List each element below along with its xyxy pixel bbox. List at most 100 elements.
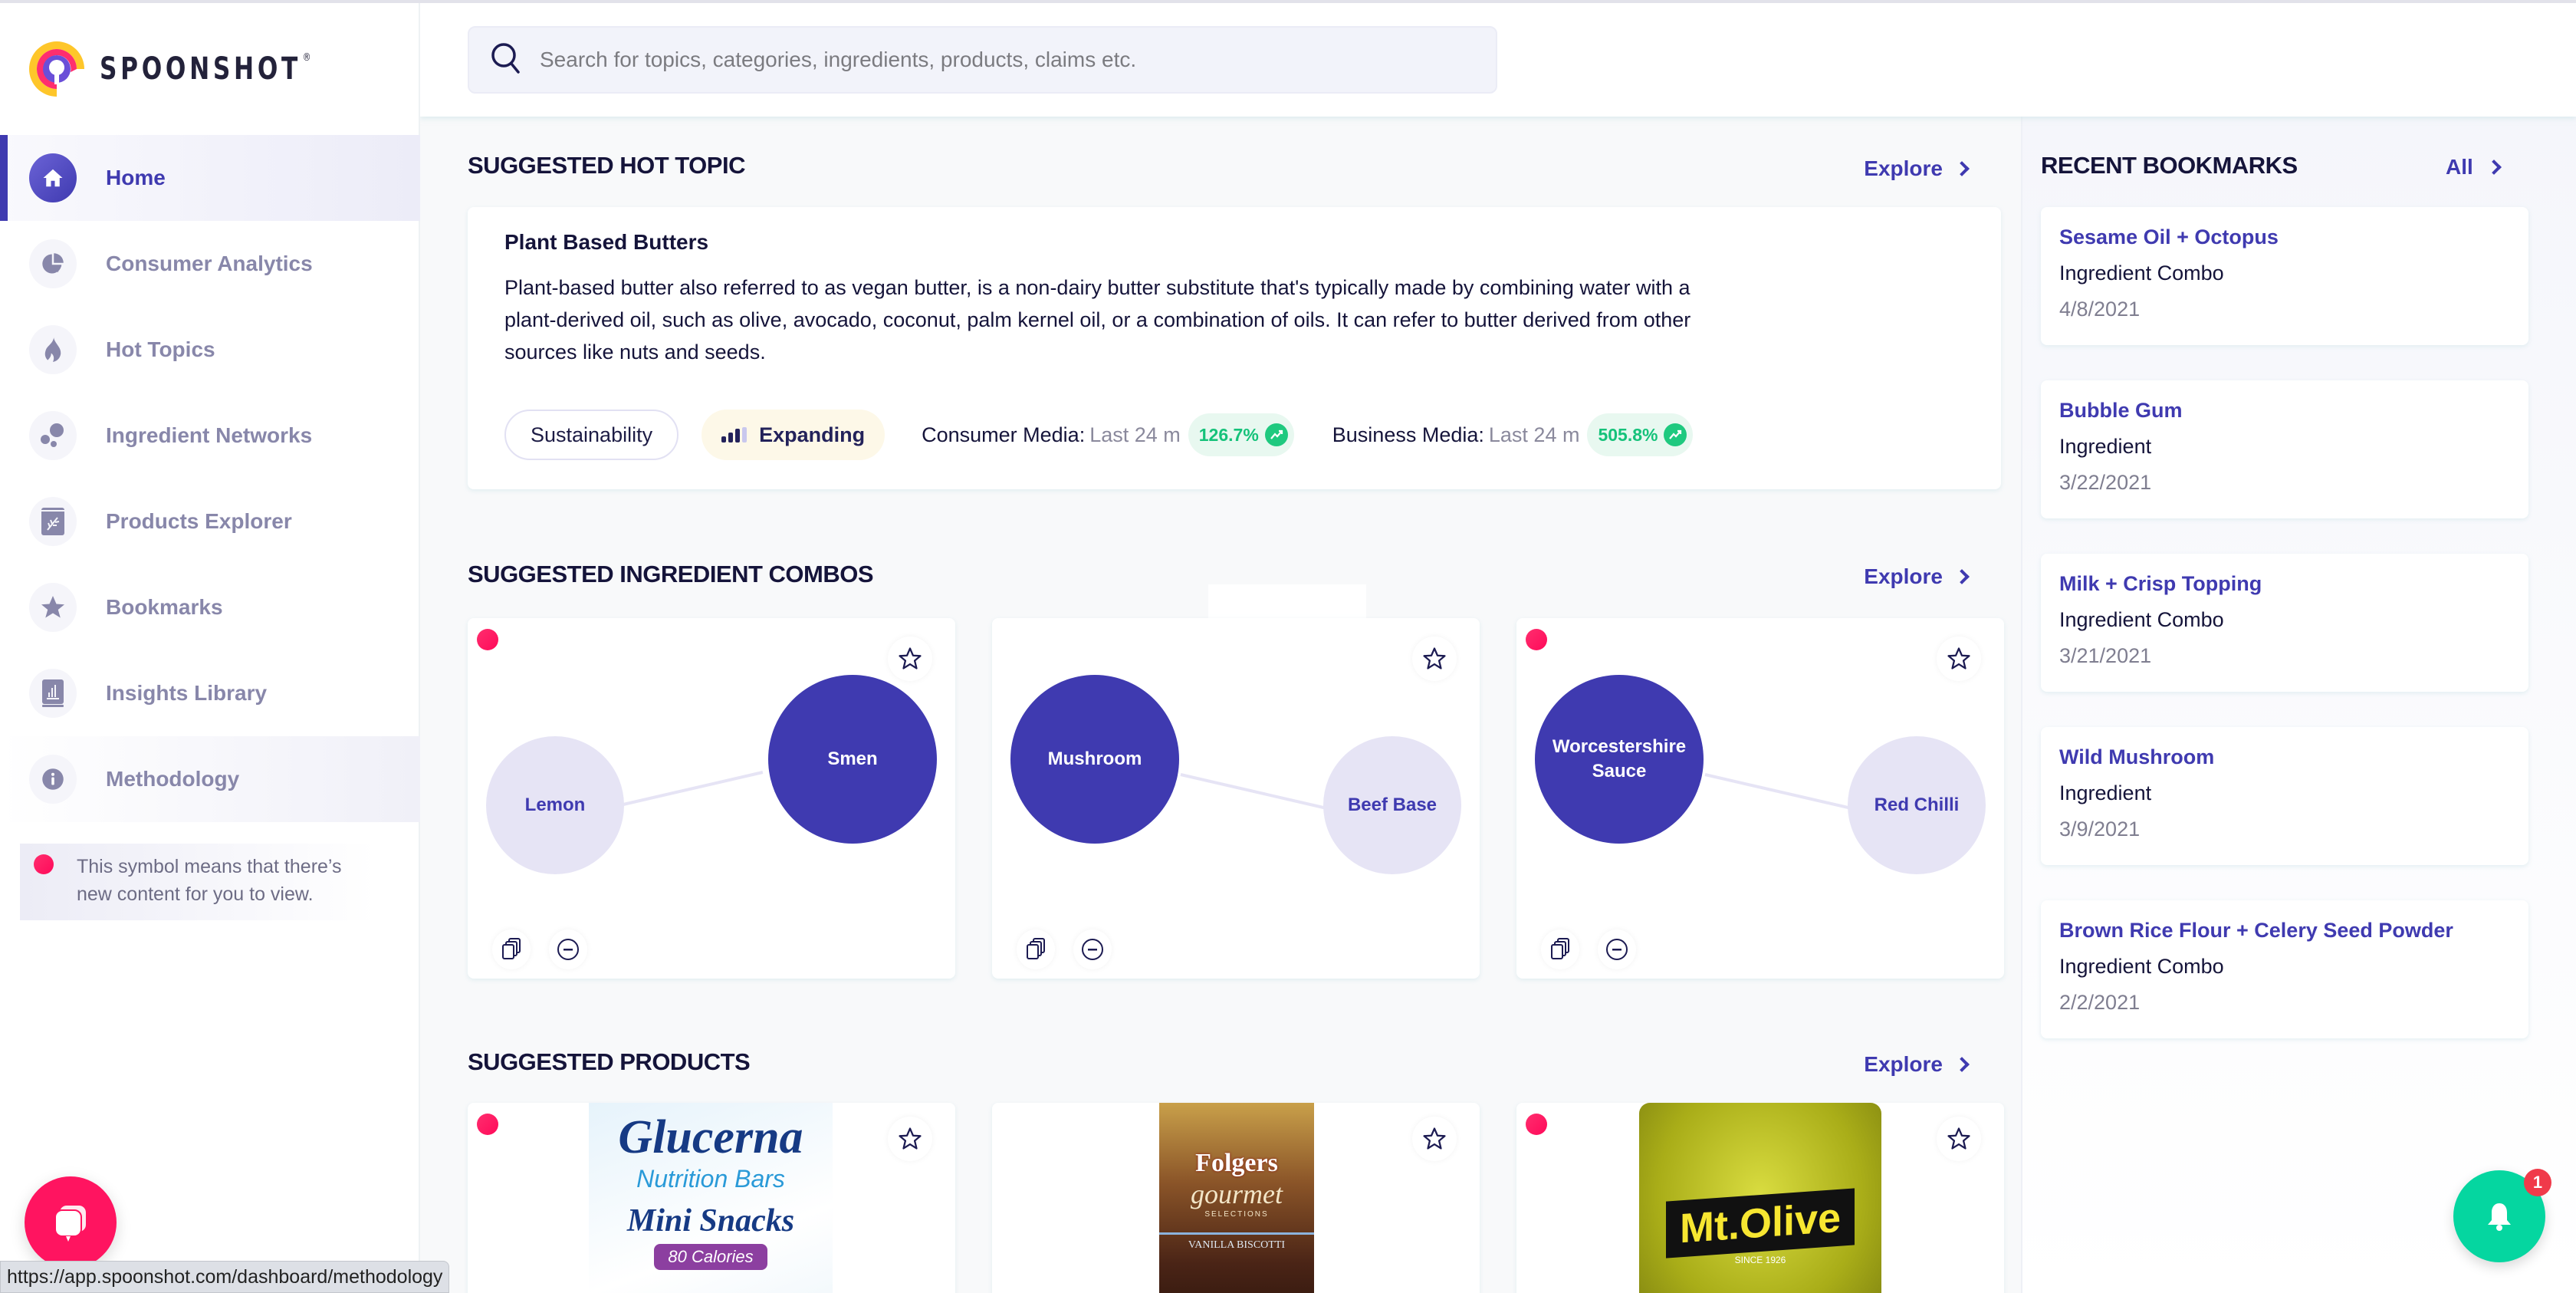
recent-bookmarks-title: RECENT BOOKMARKS [2041, 152, 2298, 179]
notifications-button[interactable]: 1 [2453, 1169, 2551, 1262]
copy-button[interactable] [492, 929, 531, 969]
sidebar-item-home[interactable]: Home [0, 135, 420, 221]
node-label: Beef Base [1347, 795, 1438, 815]
combo-node-secondary[interactable]: Beef Base [1323, 736, 1461, 874]
consumer-media-stat: Consumer Media: Last 24 m 126.7% [922, 413, 1294, 456]
bookmark-card[interactable]: Wild Mushroom Ingredient 3/9/2021 [2041, 727, 2528, 865]
explore-label: Explore [1864, 156, 1943, 180]
bookmark-title[interactable]: Wild Mushroom [2059, 745, 2215, 768]
sidebar-item-products-explorer[interactable]: Products Explorer [0, 479, 420, 564]
business-media-stat: Business Media: Last 24 m 505.8% [1332, 413, 1694, 456]
sidebar-item-label: Methodology [106, 767, 240, 791]
combo-node-primary[interactable]: Worcestershire Sauce [1535, 675, 1704, 844]
hot-topic-section-title: SUGGESTED HOT TOPIC [468, 152, 745, 179]
hide-button[interactable] [1073, 929, 1112, 969]
bookmark-date: 3/21/2021 [2059, 644, 2152, 667]
bookmark-star-button[interactable] [1412, 637, 1457, 681]
product-image: Glucerna Nutrition Bars Mini Snacks 80 C… [589, 1103, 833, 1293]
sidebar-item-label: Bookmarks [106, 595, 223, 619]
sidebar-item-consumer-analytics[interactable]: Consumer Analytics [0, 221, 420, 307]
signal-bars-icon [721, 427, 748, 443]
bookmark-card[interactable]: Bubble Gum Ingredient 3/22/2021 [2041, 380, 2528, 518]
combo-card[interactable]: Lemon Smen [468, 618, 955, 979]
notification-count-badge: 1 [2524, 1169, 2551, 1196]
pie-chart-icon [29, 239, 77, 288]
bookmark-title[interactable]: Milk + Crisp Topping [2059, 572, 2262, 595]
book-chart-icon [29, 669, 77, 718]
product-badge: VANILLA BISCOTTI [1159, 1232, 1314, 1252]
product-line: Mini Snacks [626, 1203, 795, 1239]
copy-button[interactable] [1541, 929, 1579, 969]
combo-card[interactable]: Worcestershire Sauce Red Chilli [1516, 618, 2004, 979]
sidebar: SPOONSHOT ® Home Consumer Analytics Hot T… [0, 0, 420, 1293]
bookmark-title[interactable]: Sesame Oil + Octopus [2059, 225, 2279, 248]
sidebar-item-label: Ingredient Networks [106, 423, 313, 447]
product-image: Folgers gourmet SELECTIONS VANILLA BISCO… [1159, 1103, 1314, 1293]
hide-button[interactable] [1598, 929, 1636, 969]
hide-button[interactable] [549, 929, 587, 969]
sidebar-item-methodology[interactable]: Methodology [0, 736, 420, 822]
overlay-blank [1208, 584, 1366, 618]
combo-node-secondary[interactable]: Red Chilli [1848, 736, 1986, 874]
product-card[interactable]: Folgers gourmet SELECTIONS VANILLA BISCO… [992, 1103, 1480, 1293]
copy-button[interactable] [1017, 929, 1055, 969]
bookmark-title[interactable]: Bubble Gum [2059, 399, 2183, 422]
combo-node-primary[interactable]: Smen [768, 675, 937, 844]
main-content: SUGGESTED HOT TOPIC Explore Plant Based … [420, 117, 2021, 1293]
sidebar-item-ingredient-networks[interactable]: Ingredient Networks [0, 393, 420, 479]
bookmark-star-button[interactable] [1937, 1117, 1981, 1161]
bookmark-card[interactable]: Brown Rice Flour + Celery Seed Powder In… [2041, 900, 2528, 1038]
bookmark-type: Ingredient Combo [2059, 262, 2224, 285]
combo-node-secondary[interactable]: Lemon [486, 736, 624, 874]
products-explore-link[interactable]: Explore [1864, 1052, 1970, 1077]
bubbles-icon [29, 411, 77, 460]
search-input[interactable] [540, 48, 1460, 72]
trend-up-icon [1664, 423, 1687, 446]
bookmark-card[interactable]: Milk + Crisp Topping Ingredient Combo 3/… [2041, 554, 2528, 692]
spoonshot-logo-icon [29, 38, 84, 100]
brand-name: SPOONSHOT ® [100, 51, 311, 87]
bookmark-star-button[interactable] [1937, 637, 1981, 681]
product-line: gourmet [1191, 1179, 1283, 1209]
hot-topic-explore-link[interactable]: Explore [1864, 156, 1970, 181]
top-header [420, 0, 2576, 117]
combos-section-title: SUGGESTED INGREDIENT COMBOS [468, 561, 874, 587]
bookmark-star-button[interactable] [888, 1117, 932, 1161]
category-tag[interactable]: Sustainability [504, 410, 679, 460]
bookmark-star-button[interactable] [1412, 1117, 1457, 1161]
sidebar-item-bookmarks[interactable]: Bookmarks [0, 564, 420, 650]
new-content-dot-icon [477, 629, 498, 650]
chevron-right-icon [1954, 569, 1970, 584]
hot-topic-card[interactable]: Plant Based Butters Plant-based butter a… [468, 207, 2001, 489]
bookmark-title[interactable]: Brown Rice Flour + Celery Seed Powder [2059, 919, 2453, 942]
search-bar[interactable] [468, 26, 1497, 94]
new-content-dot-icon [34, 854, 54, 874]
logo[interactable]: SPOONSHOT ® [29, 38, 370, 100]
sidebar-item-insights-library[interactable]: Insights Library [0, 650, 420, 736]
stage-badge: Expanding [702, 410, 886, 460]
chat-button[interactable] [25, 1176, 117, 1268]
product-brand: Mt.Olive [1679, 1194, 1842, 1252]
product-pack-icon [29, 497, 77, 546]
flame-icon [29, 325, 77, 374]
products-section-title: SUGGESTED PRODUCTS [468, 1048, 751, 1075]
combos-explore-link[interactable]: Explore [1864, 564, 1970, 589]
growth-value: 505.8% [1598, 424, 1658, 445]
product-card[interactable]: Glucerna Nutrition Bars Mini Snacks 80 C… [468, 1103, 955, 1293]
combo-edge [1180, 773, 1331, 811]
combo-card[interactable]: Mushroom Beef Base [992, 618, 1480, 979]
bookmark-star-button[interactable] [888, 637, 932, 681]
bookmark-card[interactable]: Sesame Oil + Octopus Ingredient Combo 4/… [2041, 207, 2528, 345]
sidebar-nav: Home Consumer Analytics Hot Topics Ingre… [0, 135, 420, 822]
combo-node-primary[interactable]: Mushroom [1010, 675, 1179, 844]
product-line: Nutrition Bars [636, 1165, 785, 1193]
sidebar-item-label: Home [106, 166, 166, 189]
all-bookmarks-link[interactable]: All [2446, 155, 2502, 179]
product-card[interactable]: Mt.Olive SINCE 1926 [1516, 1103, 2004, 1293]
bookmark-type: Ingredient [2059, 781, 2152, 804]
combo-edge [613, 771, 764, 808]
hot-topic-description: Plant-based butter also referred to as v… [504, 276, 1691, 364]
node-label: Worcestershire Sauce [1552, 736, 1687, 781]
sidebar-item-hot-topics[interactable]: Hot Topics [0, 307, 420, 393]
business-media-label: Business Media: [1332, 423, 1484, 446]
